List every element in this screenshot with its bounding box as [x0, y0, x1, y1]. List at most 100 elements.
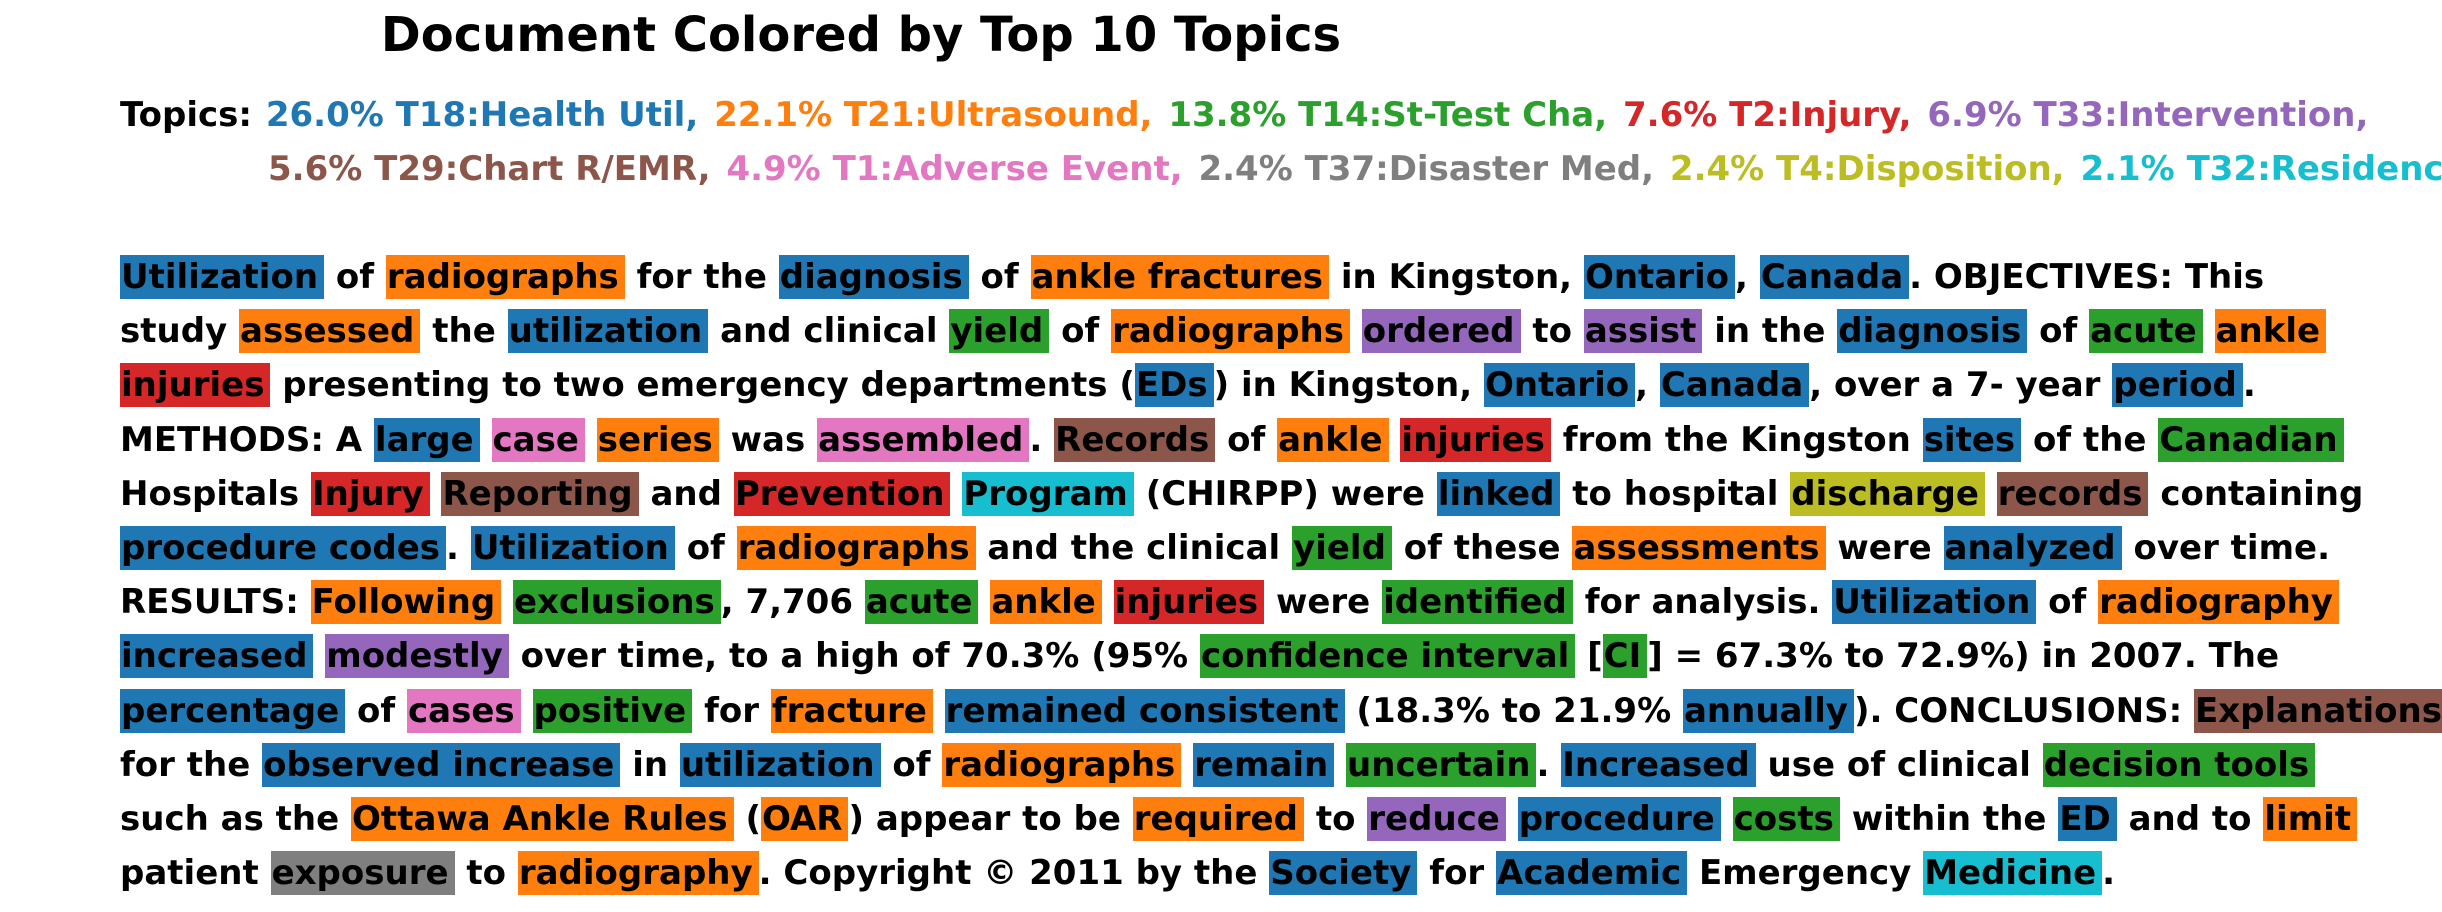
plain-text: and [650, 473, 722, 514]
topic-highlight-t18: Increased [1561, 742, 1756, 787]
legend-entry: 2.4% T37:Disaster Med, [1198, 149, 1655, 189]
topic-highlight-t21: required [1132, 796, 1304, 841]
topic-highlight-t18: annually [1682, 688, 1854, 733]
legend-entry: 7.6% T2:Injury, [1623, 95, 1912, 135]
topic-highlight-t18: linked [1436, 471, 1561, 516]
plain-text: . [1536, 744, 1550, 785]
topic-highlight-t21: radiographs [1111, 309, 1350, 354]
topic-highlight-t29: Records [1054, 417, 1216, 462]
topic-highlight-t14: CI [1602, 634, 1648, 679]
topic-highlight-t18: observed increase [262, 742, 621, 787]
text-line: increased modestly over time, to a high … [120, 629, 2442, 683]
plain-text: of [2039, 311, 2078, 352]
topic-highlight-t2: injuries [1113, 580, 1265, 625]
plain-text: ). CONCLUSIONS: [1853, 690, 2183, 731]
plain-text: study [120, 311, 228, 352]
topic-highlight-t32: Medicine [1923, 851, 2103, 896]
topic-highlight-t18: procedure codes [120, 525, 447, 570]
topic-highlight-t18: ED [2058, 796, 2117, 841]
plain-text: for the [120, 744, 251, 785]
topic-highlight-t33: reduce [1367, 796, 1506, 841]
topic-highlight-t14: identified [1382, 580, 1573, 625]
plain-text: patient [120, 853, 259, 894]
plain-text: containing [2160, 473, 2364, 514]
text-line: Utilization of radiographs for the diagn… [120, 250, 2442, 304]
plain-text: were [1837, 527, 1932, 568]
topic-highlight-t18: utilization [507, 309, 709, 354]
plain-text: to [466, 853, 506, 894]
legend-entry: 2.1% T32:Residency, [2080, 149, 2442, 189]
topic-highlight-t21: radiography [2098, 580, 2339, 625]
plain-text: of [335, 257, 375, 297]
topic-highlight-t21: ankle [2214, 309, 2327, 354]
text-line: Hospitals Injury Reporting and Preventio… [120, 467, 2442, 521]
legend-entry: 22.1% T21:Ultrasound, [714, 95, 1153, 135]
topic-highlight-t21: limit [2263, 796, 2358, 841]
plain-text: for the [636, 257, 767, 297]
topic-highlight-t18: Ontario [1583, 255, 1736, 299]
topic-highlight-t2: injuries [1400, 417, 1551, 462]
topic-highlight-t18: procedure [1517, 796, 1721, 841]
plain-text: in the [1714, 311, 1826, 352]
topic-highlight-t21: ankle fractures [1030, 255, 1330, 299]
plain-text: over time. [2133, 527, 2330, 568]
topic-highlight-t4: discharge [1790, 471, 1985, 516]
plain-text: were [1275, 582, 1371, 623]
plain-text: in [632, 744, 669, 785]
topic-highlight-t1: cases [407, 688, 521, 733]
plain-text: ( [745, 798, 761, 839]
topic-highlight-t14: exclusions [513, 580, 721, 625]
plain-text: ) in Kingston, [1213, 365, 1473, 406]
legend-entry: 6.9% T33:Intervention, [1927, 95, 2369, 135]
plain-text: , over a 7- year [1809, 365, 2101, 406]
topic-highlight-t18: Utilization [1832, 580, 2037, 625]
plain-text: use of clinical [1767, 744, 2031, 785]
topic-highlight-t2: Prevention [733, 471, 951, 516]
legend-entries: 26.0% T18:Health Util, 22.1% T21:Ultraso… [264, 95, 2371, 135]
topic-highlight-t2: injuries [120, 363, 271, 408]
topic-highlight-t18: Ontario [1484, 363, 1636, 408]
plain-text: ) appear to be [848, 798, 1121, 839]
topic-highlight-t14: costs [1732, 796, 1840, 841]
legend-entry: 13.8% T14:St-Test Cha, [1168, 95, 1608, 135]
plain-text: over time, to a high of 70.3% (95% [520, 636, 1189, 677]
plain-text: of [357, 690, 396, 731]
topic-highlight-t29: records [1996, 471, 2149, 516]
page-title: Document Colored by Top 10 Topics [380, 7, 1342, 63]
legend-entries: 5.6% T29:Chart R/EMR, 4.9% T1:Adverse Ev… [266, 149, 2442, 189]
plain-text: and the clinical [987, 527, 1281, 568]
topic-highlight-t2: Injury [310, 471, 430, 516]
plain-text: . Copyright © 2011 by the [758, 853, 1258, 894]
legend-row-1: Topics: 26.0% T18:Health Util, 22.1% T21… [120, 88, 2442, 142]
document-body: Utilization of radiographs for the diagn… [120, 250, 2442, 900]
text-line: procedure codes. Utilization of radiogra… [120, 521, 2442, 575]
topic-highlight-t18: Utilization [470, 525, 675, 570]
topic-highlight-t21: assessed [239, 309, 421, 354]
topic-highlight-t18: increased [120, 634, 314, 679]
topic-highlight-t29: Explanations [2194, 688, 2442, 733]
plain-text: of [892, 744, 931, 785]
plain-text: the [432, 311, 496, 352]
topic-highlight-t37: exposure [270, 851, 455, 896]
topic-highlight-t18: Canada [1659, 363, 1810, 408]
plain-text: to [1315, 798, 1356, 839]
legend-entry: 26.0% T18:Health Util, [265, 95, 699, 135]
text-line: such as the Ottawa Ankle Rules (OAR) app… [120, 792, 2442, 846]
topic-highlight-t14: Canadian [2158, 417, 2344, 462]
topic-highlight-t21: Following [310, 580, 502, 625]
plain-text: of [1227, 419, 1266, 460]
topic-highlight-t18: Utilization [120, 255, 325, 299]
topic-highlight-t18: EDs [1134, 363, 1214, 408]
topic-highlight-t14: acute [2089, 309, 2203, 354]
topic-highlight-t18: large [373, 417, 480, 462]
plain-text: for analysis. [1584, 582, 1821, 623]
legend-entry: 5.6% T29:Chart R/EMR, [268, 149, 711, 189]
topic-highlight-t21: radiographs [942, 742, 1182, 787]
plain-text: . [1029, 419, 1043, 460]
plain-text: (18.3% to 21.9% [1356, 690, 1672, 731]
topic-highlight-t29: Reporting [441, 471, 639, 516]
topic-highlight-t33: modestly [325, 634, 509, 679]
topic-highlight-t21: Ottawa Ankle Rules [351, 796, 734, 841]
topic-highlight-t18: diagnosis [778, 255, 969, 299]
topic-highlight-t33: ordered [1361, 309, 1521, 354]
